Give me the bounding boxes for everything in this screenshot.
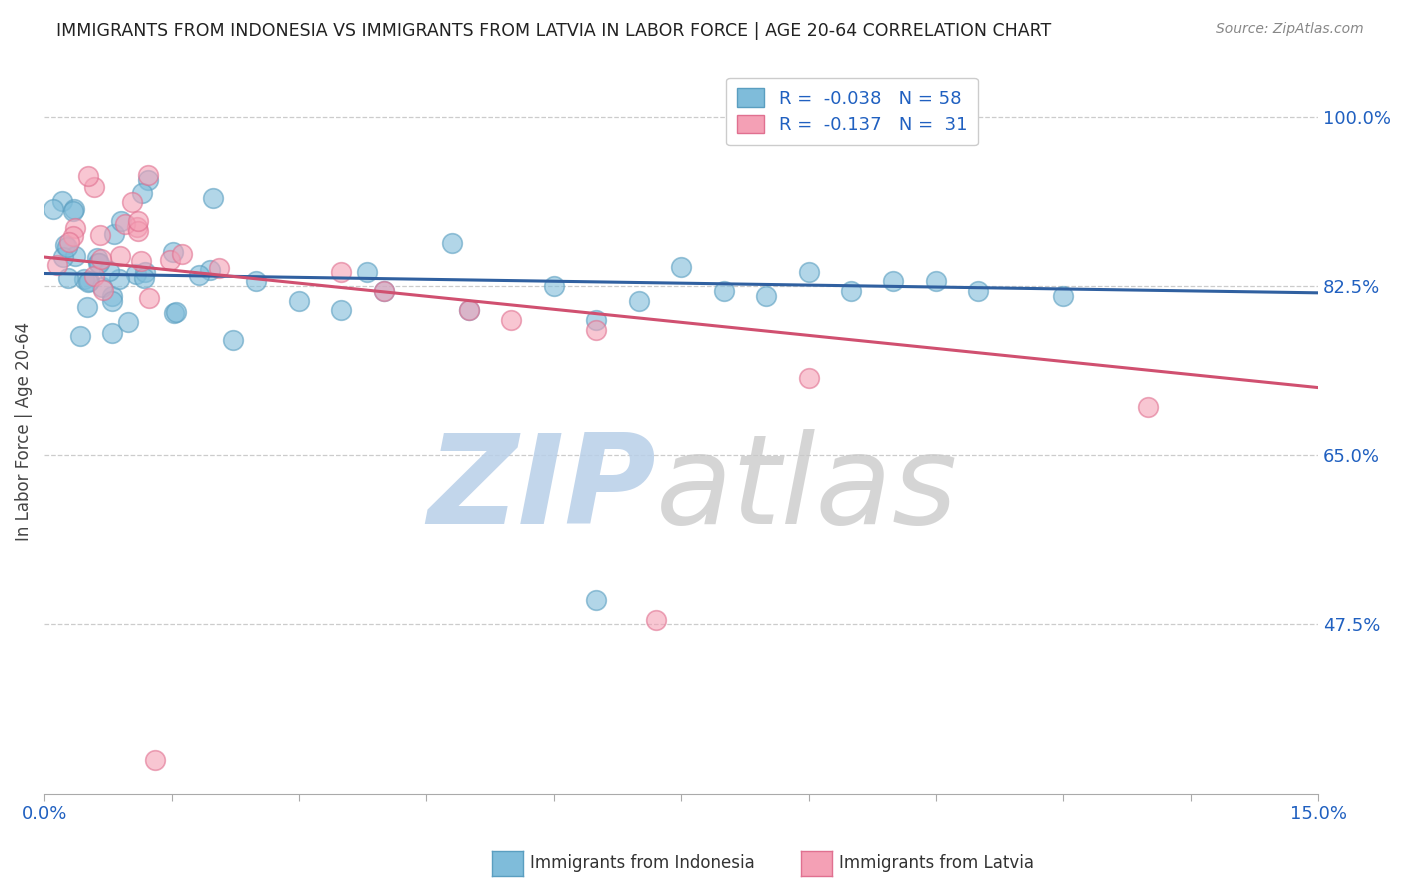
Point	[110, 213, 132, 227]
Point	[101, 294, 124, 309]
Point	[91, 283, 114, 297]
Point	[65, 221, 87, 235]
Point	[101, 326, 124, 340]
Point	[222, 334, 245, 348]
Point	[98, 263, 121, 277]
Point	[132, 270, 155, 285]
Point	[127, 213, 149, 227]
Point	[627, 293, 650, 308]
Text: ZIP: ZIP	[427, 429, 655, 549]
Legend: R =  -0.038   N = 58, R =  -0.137   N =  31: R = -0.038 N = 58, R = -0.137 N = 31	[725, 78, 977, 145]
Text: IMMIGRANTS FROM INDONESIA VS IMMIGRANTS FROM LATVIA IN LABOR FORCE | AGE 20-64 C: IMMIGRANTS FROM INDONESIA VS IMMIGRANTS …	[56, 22, 1052, 40]
Point	[755, 289, 778, 303]
Point	[45, 258, 67, 272]
Point	[56, 271, 79, 285]
Point	[839, 284, 862, 298]
Point	[713, 284, 735, 298]
Point	[967, 284, 990, 298]
Point	[77, 275, 100, 289]
Point	[129, 253, 152, 268]
Point	[188, 268, 211, 282]
Point	[200, 263, 222, 277]
Text: atlas: atlas	[655, 429, 957, 549]
Point	[163, 306, 186, 320]
Point	[41, 202, 63, 216]
Point	[882, 274, 904, 288]
Y-axis label: In Labor Force | Age 20-64: In Labor Force | Age 20-64	[15, 321, 32, 541]
Point	[330, 264, 353, 278]
Point	[127, 224, 149, 238]
Point	[797, 264, 820, 278]
Point	[170, 246, 193, 260]
Point	[76, 301, 98, 315]
Point	[125, 267, 148, 281]
Point	[585, 313, 607, 327]
Point	[73, 272, 96, 286]
Point	[53, 237, 76, 252]
Point	[58, 235, 80, 249]
Point	[585, 322, 607, 336]
Point	[83, 268, 105, 283]
Point	[63, 202, 86, 216]
Point	[63, 249, 86, 263]
Point	[83, 180, 105, 194]
Point	[51, 250, 73, 264]
Point	[90, 280, 112, 294]
Point	[108, 271, 131, 285]
Point	[373, 284, 395, 298]
Point	[114, 217, 136, 231]
Point	[103, 227, 125, 242]
Point	[245, 274, 267, 288]
Text: Source: ZipAtlas.com: Source: ZipAtlas.com	[1216, 22, 1364, 37]
Point	[136, 168, 159, 182]
Point	[86, 256, 108, 270]
Point	[117, 315, 139, 329]
Text: Immigrants from Latvia: Immigrants from Latvia	[839, 855, 1035, 872]
Point	[77, 169, 100, 183]
Point	[1052, 289, 1074, 303]
Point	[585, 593, 607, 607]
Point	[110, 249, 132, 263]
Point	[208, 260, 231, 275]
Point	[669, 260, 692, 274]
Point	[51, 194, 73, 208]
Point	[1137, 400, 1160, 414]
Point	[440, 235, 463, 250]
Point	[121, 194, 143, 209]
Point	[69, 329, 91, 343]
Point	[86, 251, 108, 265]
Point	[56, 240, 79, 254]
Point	[101, 289, 124, 303]
Point	[62, 204, 84, 219]
Point	[134, 265, 156, 279]
Point	[457, 303, 479, 318]
Point	[162, 244, 184, 259]
Point	[159, 253, 181, 268]
Point	[136, 173, 159, 187]
Point	[201, 191, 224, 205]
Point	[131, 186, 153, 200]
Point	[330, 303, 353, 318]
Point	[143, 753, 166, 767]
Point	[797, 371, 820, 385]
Text: Immigrants from Indonesia: Immigrants from Indonesia	[530, 855, 755, 872]
Point	[77, 274, 100, 288]
Point	[373, 284, 395, 298]
Point	[457, 303, 479, 318]
Point	[125, 220, 148, 235]
Point	[543, 279, 565, 293]
Point	[89, 228, 111, 243]
Point	[138, 291, 160, 305]
Point	[165, 305, 187, 319]
Point	[62, 229, 84, 244]
Point	[356, 264, 378, 278]
Point	[90, 252, 112, 267]
Point	[288, 293, 311, 308]
Point	[644, 613, 666, 627]
Point	[501, 313, 523, 327]
Point	[87, 255, 110, 269]
Point	[925, 274, 948, 288]
